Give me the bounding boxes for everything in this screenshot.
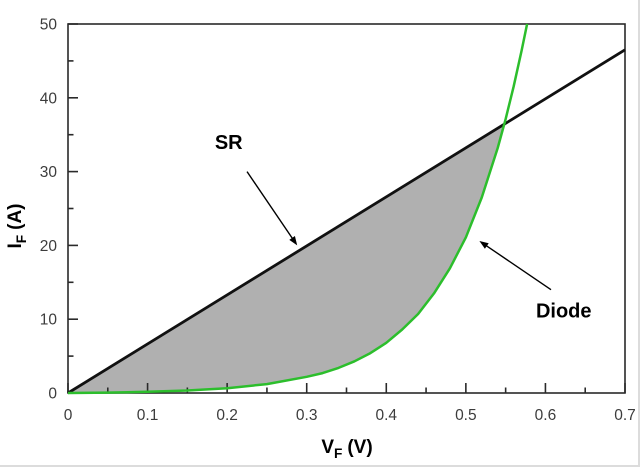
- y-tick-label: 10: [40, 312, 58, 329]
- annotation-sr-arrowhead: [289, 236, 298, 246]
- y-tick-label: 20: [40, 238, 58, 255]
- x-tick-label: 0.6: [535, 407, 557, 424]
- y-axis-subscript: F: [13, 234, 29, 244]
- annotation-diode-label: Diode: [536, 300, 592, 322]
- x-tick-label: 0: [64, 407, 73, 424]
- x-axis-title: VF (V): [321, 437, 373, 461]
- x-tick-label: 0.7: [614, 407, 636, 424]
- annotation-sr-label: SR: [215, 132, 243, 154]
- x-tick-label: 0.5: [455, 407, 477, 424]
- y-axis-unit: (A): [5, 203, 26, 230]
- y-axis-title: IF (A): [5, 203, 29, 249]
- diode-curve: [67, 23, 529, 395]
- y-tick-label: 40: [40, 90, 58, 107]
- y-tick-label: 30: [40, 164, 58, 181]
- annotation-diode-arrow-line: [484, 244, 552, 291]
- x-tick-label: 0.1: [137, 407, 159, 424]
- annotation-diode-arrowhead: [479, 241, 489, 249]
- y-axis-symbol: I: [5, 243, 26, 249]
- x-axis-unit: (V): [347, 437, 373, 458]
- annotation-sr-arrow-line: [246, 171, 294, 241]
- x-tick-label: 0.2: [216, 407, 238, 424]
- x-axis-symbol: V: [321, 437, 334, 458]
- y-tick-label: 50: [40, 17, 58, 34]
- x-axis-subscript: F: [334, 445, 343, 461]
- x-tick-label: 0.3: [296, 407, 318, 424]
- sr-curve: [67, 48, 626, 395]
- x-tick-label: 0.4: [376, 407, 398, 424]
- y-tick-label: 0: [48, 386, 57, 403]
